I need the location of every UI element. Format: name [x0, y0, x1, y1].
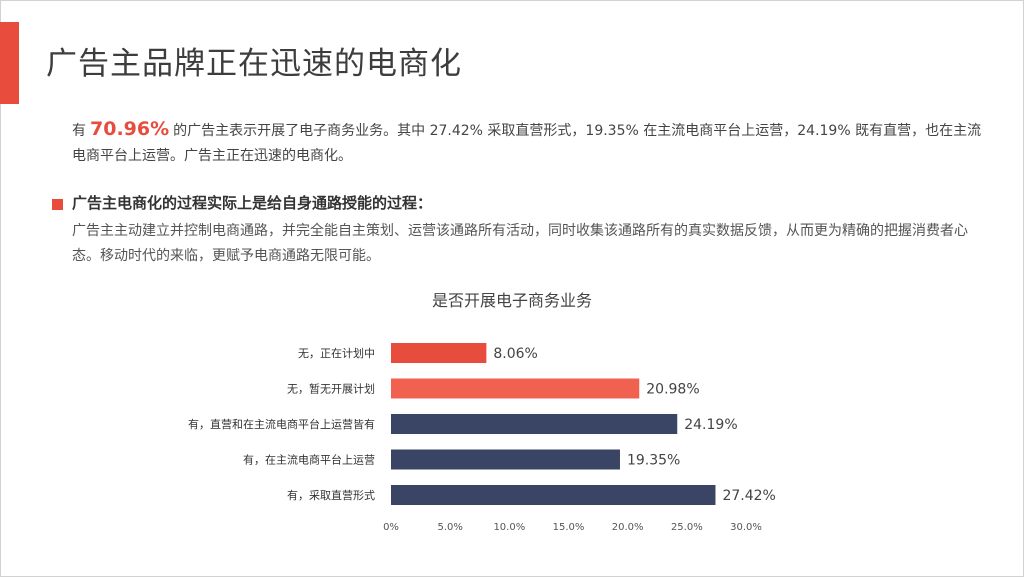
bar — [391, 378, 640, 399]
section-body: 广告主主动建立并控制电商通路，并完全能自主策划、运营该通路所有活动，同时收集该通… — [72, 223, 968, 264]
bar — [391, 449, 620, 470]
intro-paragraph: 有 70.96% 的广告主表示开展了电子商务业务。其中 27.42% 采取直营形式，… — [72, 117, 982, 169]
data-label: 20.98% — [646, 382, 699, 398]
x-tick-label: 0% — [383, 522, 399, 533]
category-label: 有，采取直营形式 — [287, 488, 375, 502]
x-tick-label: 30.0% — [730, 522, 762, 533]
x-tick-label: 10.0% — [493, 522, 525, 533]
chart-title: 是否开展电子商务业务 — [431, 291, 592, 310]
category-label: 无，正在计划中 — [298, 347, 375, 360]
bar-chart: 无，正在计划中 8.06% 无，暂无开展计划 20.98% 有，直营和在主流电商平台上运… — [188, 343, 776, 533]
category-label: 无，暂无开展计划 — [287, 383, 375, 396]
intro-highlight-percent: 70.96% — [90, 118, 170, 140]
page-title: 广告主品牌正在迅速的电商化 — [46, 46, 462, 82]
data-label: 24.19% — [684, 417, 737, 433]
section-heading: 广告主电商化的过程实际上是给自身通路授能的过程： — [72, 194, 433, 212]
data-label: 27.42% — [722, 488, 775, 504]
data-label: 19.35% — [627, 453, 680, 469]
intro-prefix: 有 — [72, 123, 86, 139]
intro-text: 的广告主表示开展了电子商务业务。其中 27.42% 采取直营形式，19.35% … — [72, 123, 982, 164]
title-accent-bar — [0, 22, 19, 104]
category-label: 有，在主流电商平台上运营 — [243, 453, 375, 467]
x-tick-label: 20.0% — [612, 522, 644, 533]
x-tick-label: 15.0% — [553, 522, 585, 533]
bar — [391, 414, 678, 434]
x-tick-label: 5.0% — [437, 522, 462, 533]
bar — [391, 485, 716, 505]
x-tick-label: 25.0% — [671, 522, 703, 533]
data-label: 8.06% — [493, 346, 537, 362]
bullet-square-icon — [52, 199, 63, 210]
category-label: 有，直营和在主流电商平台上运营皆有 — [188, 417, 375, 431]
bar — [391, 343, 487, 363]
